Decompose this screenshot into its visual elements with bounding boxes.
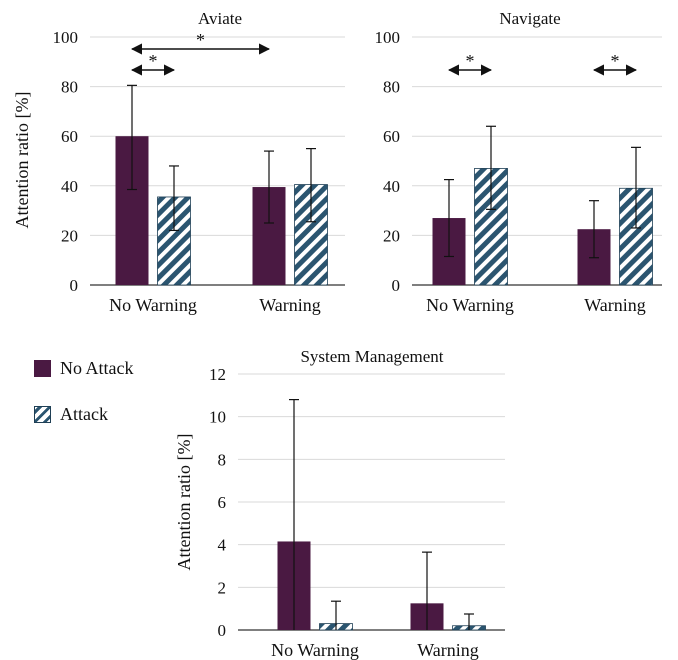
y-tick-label: 60 xyxy=(383,127,400,146)
x-tick-label: No Warning xyxy=(271,640,359,660)
legend-item-attack: Attack xyxy=(34,402,134,426)
legend: No Attack Attack xyxy=(34,356,134,448)
x-tick-label: Warning xyxy=(417,640,479,660)
y-tick-label: 80 xyxy=(61,78,78,97)
x-tick-label: Warning xyxy=(259,295,321,315)
y-tick-label: 100 xyxy=(53,28,79,47)
y-tick-label: 20 xyxy=(61,226,78,245)
navigate-chart: Navigate 0 20 40 60 80 100 No Warning Warning * * xyxy=(375,9,662,315)
legend-item-no-attack: No Attack xyxy=(34,356,134,380)
chart-title: Navigate xyxy=(499,9,560,28)
attack-swatch xyxy=(34,405,51,423)
y-axis-label: Attention ratio [%] xyxy=(12,92,32,229)
x-tick-label: Warning xyxy=(584,295,646,315)
x-tick-label: No Warning xyxy=(426,295,514,315)
y-tick-label: 100 xyxy=(375,28,401,47)
y-tick-label: 2 xyxy=(218,578,227,597)
significance-label: * xyxy=(466,51,475,71)
y-tick-label: 40 xyxy=(61,177,78,196)
significance-label: * xyxy=(149,51,158,71)
y-tick-label: 12 xyxy=(209,365,226,384)
y-axis-label: Attention ratio [%] xyxy=(174,434,194,571)
chart-title: Aviate xyxy=(198,9,242,28)
chart-title: System Management xyxy=(300,347,443,366)
y-tick-label: 40 xyxy=(383,177,400,196)
y-tick-label: 10 xyxy=(209,408,226,427)
y-tick-label: 20 xyxy=(383,226,400,245)
y-tick-label: 0 xyxy=(218,621,227,640)
x-tick-label: No Warning xyxy=(109,295,197,315)
legend-label: Attack xyxy=(60,403,108,424)
aviate-chart: Aviate Attention ratio [%] 0 20 40 60 80 100 N… xyxy=(12,9,345,315)
y-tick-label: 60 xyxy=(61,127,78,146)
legend-label: No Attack xyxy=(60,357,134,378)
y-tick-label: 0 xyxy=(70,276,79,295)
y-tick-label: 8 xyxy=(218,450,227,469)
y-tick-label: 4 xyxy=(218,536,227,555)
significance-label: * xyxy=(611,51,620,71)
system-management-chart: System Management Attention ratio [%] 0 2… xyxy=(174,347,505,660)
y-tick-label: 80 xyxy=(383,78,400,97)
no-attack-swatch xyxy=(34,359,51,377)
y-tick-label: 0 xyxy=(392,276,401,295)
significance-label: * xyxy=(196,30,205,50)
y-tick-label: 6 xyxy=(218,493,227,512)
